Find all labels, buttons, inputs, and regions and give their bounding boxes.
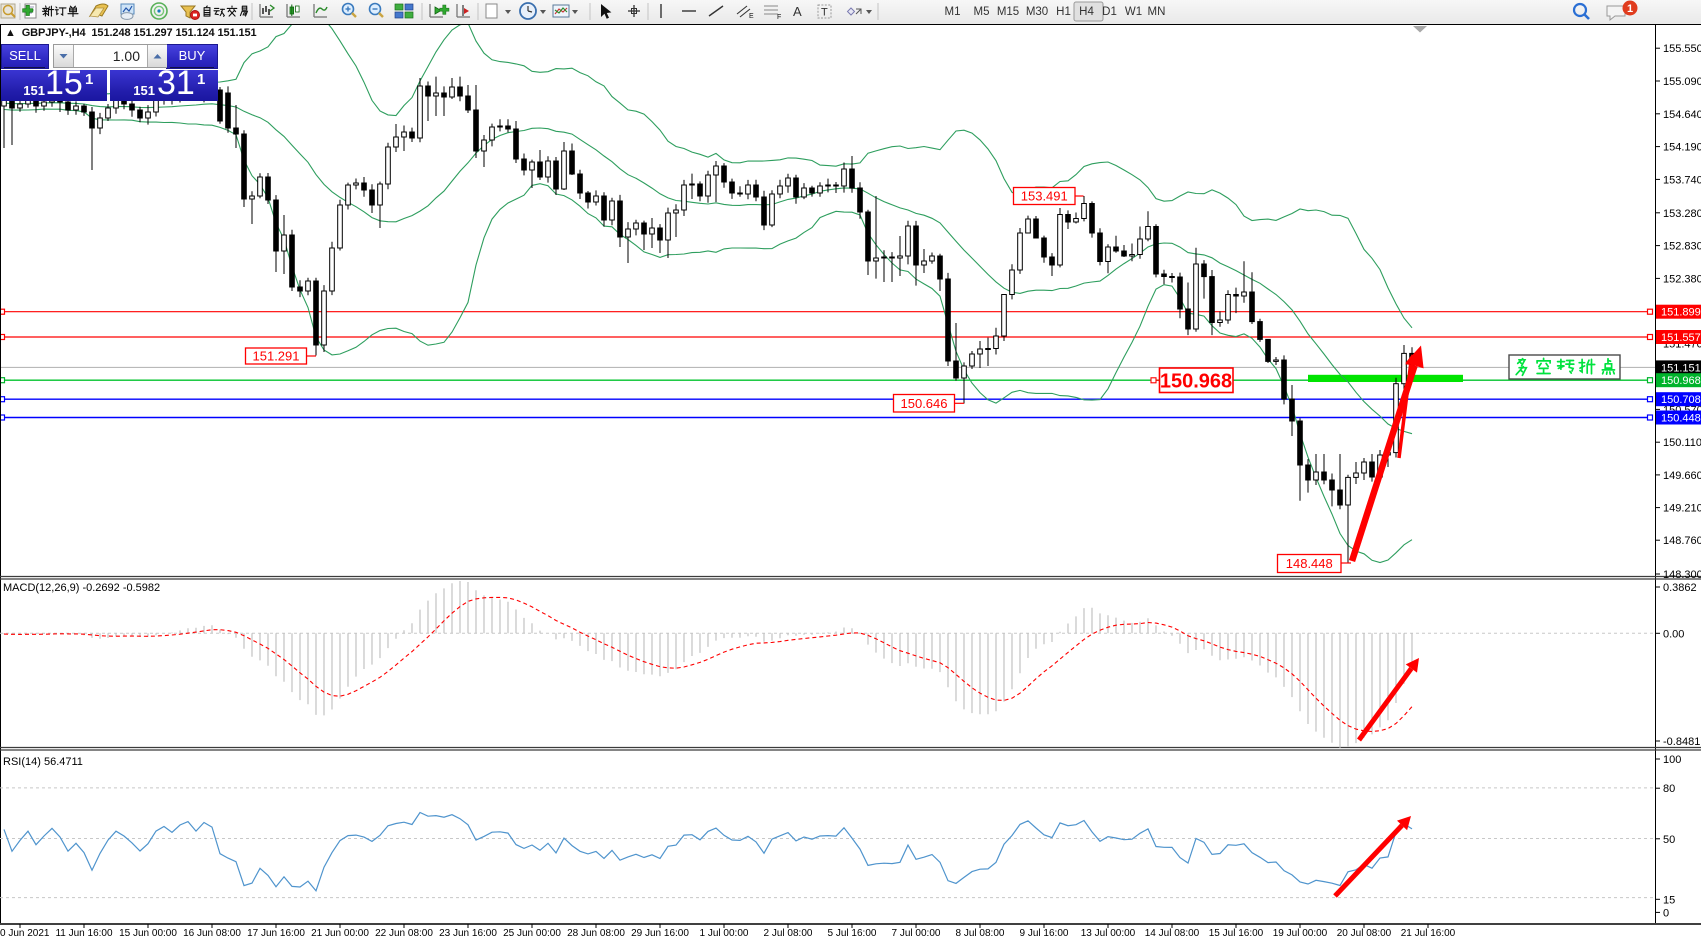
svg-text:7 Jul 00:00: 7 Jul 00:00	[892, 928, 941, 939]
svg-text:M1: M1	[945, 6, 961, 18]
svg-text:M30: M30	[1026, 6, 1048, 18]
svg-text:E: E	[749, 13, 754, 20]
svg-text:153.491: 153.491	[1021, 189, 1068, 204]
svg-text:150.110: 150.110	[1663, 437, 1701, 449]
svg-text:150.448: 150.448	[1661, 413, 1701, 425]
svg-text:148.300: 148.300	[1663, 569, 1701, 581]
svg-text:153.740: 153.740	[1663, 174, 1701, 186]
svg-text:MN: MN	[1148, 6, 1166, 18]
svg-text:152.380: 152.380	[1663, 273, 1701, 285]
svg-text:5 Jul 16:00: 5 Jul 16:00	[828, 928, 877, 939]
svg-text:H4: H4	[1079, 6, 1094, 18]
svg-text:-0.8481: -0.8481	[1663, 736, 1700, 748]
svg-text:0: 0	[1663, 907, 1669, 919]
svg-text:11 Jun 16:00: 11 Jun 16:00	[55, 928, 113, 939]
svg-text:153.280: 153.280	[1663, 208, 1701, 220]
svg-text:RSI(14) 56.4711: RSI(14) 56.4711	[3, 756, 83, 768]
svg-text:F: F	[777, 14, 781, 21]
svg-text:148.448: 148.448	[1286, 556, 1333, 571]
svg-text:151.899: 151.899	[1661, 307, 1701, 319]
svg-text:150.646: 150.646	[901, 396, 948, 411]
svg-text:T: T	[821, 7, 828, 19]
svg-text:14 Jul 08:00: 14 Jul 08:00	[1145, 928, 1200, 939]
svg-text:M15: M15	[997, 6, 1019, 18]
svg-text:13 Jul 00:00: 13 Jul 00:00	[1081, 928, 1136, 939]
svg-text:19 Jul 00:00: 19 Jul 00:00	[1273, 928, 1328, 939]
svg-text:15: 15	[1663, 894, 1675, 906]
svg-text:151.291: 151.291	[253, 349, 300, 364]
svg-text:154.190: 154.190	[1663, 142, 1701, 154]
svg-text:154.640: 154.640	[1663, 109, 1701, 121]
svg-text:149.210: 149.210	[1663, 503, 1701, 515]
svg-text:21 Jun 00:00: 21 Jun 00:00	[311, 928, 369, 939]
svg-text:28 Jun 08:00: 28 Jun 08:00	[567, 928, 625, 939]
svg-text:1: 1	[1627, 3, 1633, 15]
svg-text:148.760: 148.760	[1663, 535, 1701, 547]
svg-text:149.660: 149.660	[1663, 470, 1701, 482]
svg-text:50: 50	[1663, 834, 1675, 846]
svg-text:151.557: 151.557	[1661, 332, 1701, 344]
svg-text:155.090: 155.090	[1663, 76, 1701, 88]
svg-text:0.00: 0.00	[1663, 628, 1684, 640]
svg-text:22 Jun 08:00: 22 Jun 08:00	[375, 928, 433, 939]
svg-text:H1: H1	[1056, 6, 1071, 18]
svg-text:150.968: 150.968	[1661, 375, 1701, 387]
svg-text:9 Jul 16:00: 9 Jul 16:00	[1020, 928, 1069, 939]
svg-text:100: 100	[1663, 754, 1681, 766]
svg-text:20 Jul 08:00: 20 Jul 08:00	[1337, 928, 1392, 939]
svg-text:29 Jun 16:00: 29 Jun 16:00	[631, 928, 689, 939]
svg-text:16 Jun 08:00: 16 Jun 08:00	[183, 928, 241, 939]
svg-text:MACD(12,26,9) -0.2692 -0.5982: MACD(12,26,9) -0.2692 -0.5982	[3, 582, 160, 594]
svg-text:2 Jul 08:00: 2 Jul 08:00	[764, 928, 813, 939]
svg-text:15 Jun 00:00: 15 Jun 00:00	[119, 928, 177, 939]
svg-text:17 Jun 16:00: 17 Jun 16:00	[247, 928, 305, 939]
svg-text:W1: W1	[1125, 6, 1142, 18]
svg-text:150.708: 150.708	[1661, 394, 1701, 406]
svg-text:15 Jul 16:00: 15 Jul 16:00	[1209, 928, 1264, 939]
svg-text:0 Jun 2021: 0 Jun 2021	[0, 928, 50, 939]
svg-text:D1: D1	[1102, 6, 1117, 18]
svg-text:150.968: 150.968	[1160, 371, 1232, 393]
svg-text:155.550: 155.550	[1663, 43, 1701, 55]
svg-text:21 Jul 16:00: 21 Jul 16:00	[1401, 928, 1456, 939]
svg-text:0.3862: 0.3862	[1663, 582, 1697, 594]
svg-text:152.830: 152.830	[1663, 241, 1701, 253]
svg-text:M5: M5	[974, 6, 990, 18]
svg-text:80: 80	[1663, 783, 1675, 795]
svg-text:8 Jul 08:00: 8 Jul 08:00	[956, 928, 1005, 939]
svg-text:23 Jun 16:00: 23 Jun 16:00	[439, 928, 497, 939]
svg-text:25 Jun 00:00: 25 Jun 00:00	[503, 928, 561, 939]
svg-text:1 Jul 00:00: 1 Jul 00:00	[700, 928, 749, 939]
svg-text:151.151: 151.151	[1661, 362, 1701, 374]
svg-text:A: A	[793, 4, 802, 19]
